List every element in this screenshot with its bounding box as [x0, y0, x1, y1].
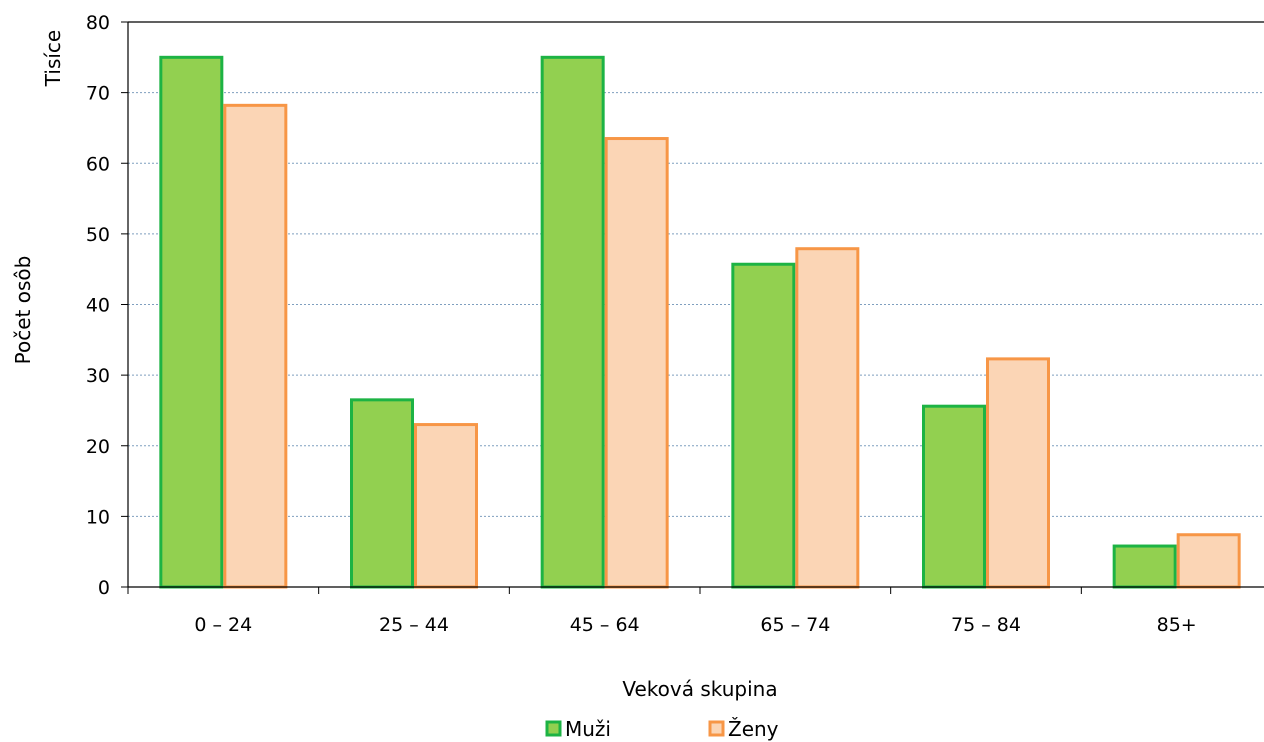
x-tick-label: 0 – 24 — [194, 614, 252, 636]
bar-zeny — [1176, 533, 1241, 589]
x-tick-label: 85+ — [1157, 614, 1197, 636]
legend-label-muzi: Muži — [565, 717, 611, 741]
x-tick-label: 25 – 44 — [379, 614, 449, 636]
y-tick-label: 30 — [86, 365, 110, 387]
bar-zeny — [795, 247, 860, 589]
y-axis-title: Počet osôb — [11, 256, 35, 365]
bar-zeny — [986, 357, 1050, 589]
x-tick-label: 75 – 84 — [951, 614, 1021, 636]
x-tick-labels: 0 – 24 25 – 44 45 – 64 65 – 74 75 – 84 85+ — [194, 614, 1196, 636]
bar-muzi — [922, 404, 986, 589]
legend: Muži Ženy — [545, 717, 779, 741]
y-tick-label: 60 — [86, 153, 110, 175]
y-tick-label: 40 — [86, 295, 110, 317]
bar-muzi — [159, 55, 224, 589]
legend-item-muzi: Muži — [545, 717, 611, 741]
x-tick-label: 65 – 74 — [760, 614, 830, 636]
x-axis-title: Veková skupina — [622, 677, 777, 701]
gridlines — [128, 21, 1264, 517]
bar-zeny — [223, 103, 288, 589]
bar-muzi — [1112, 544, 1177, 589]
legend-swatch-muzi — [545, 720, 562, 737]
legend-item-zeny: Ženy — [708, 717, 779, 741]
y-unit-label: Tisíce — [41, 30, 65, 87]
y-tick-label: 80 — [86, 12, 110, 34]
x-tick-label: 45 – 64 — [570, 614, 640, 636]
y-tick-label: 20 — [86, 436, 110, 458]
bar-muzi — [731, 262, 796, 589]
y-tick-label: 10 — [86, 506, 110, 528]
bars — [159, 55, 1241, 589]
bar-muzi — [540, 55, 605, 589]
y-tick-label: 70 — [86, 83, 110, 105]
bar-zeny — [604, 137, 669, 589]
axes — [121, 21, 1264, 594]
bar-muzi — [350, 398, 414, 589]
y-tick-label: 50 — [86, 224, 110, 246]
bar-zeny — [414, 423, 478, 589]
y-tick-label: 0 — [98, 577, 110, 599]
legend-swatch-zeny — [708, 720, 725, 737]
y-tick-labels: 0 10 20 30 40 50 60 70 80 — [86, 12, 110, 599]
legend-label-zeny: Ženy — [728, 717, 779, 741]
